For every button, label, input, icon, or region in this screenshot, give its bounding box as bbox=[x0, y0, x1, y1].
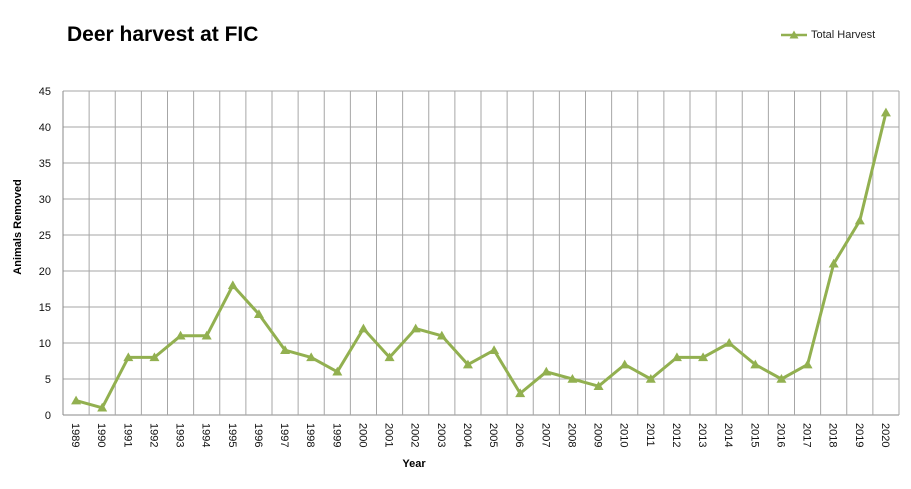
data-point bbox=[671, 352, 682, 362]
legend-marker-icon bbox=[781, 30, 807, 39]
x-tick-label: 2017 bbox=[801, 423, 813, 447]
x-tick-label: 1995 bbox=[226, 423, 238, 447]
x-tick-label: 2015 bbox=[748, 423, 760, 447]
data-point bbox=[880, 107, 891, 117]
data-point bbox=[227, 280, 238, 290]
data-point bbox=[306, 352, 317, 362]
x-tick-label: 2002 bbox=[409, 423, 421, 447]
legend: Total Harvest bbox=[781, 29, 875, 41]
data-point bbox=[410, 323, 421, 333]
y-tick-label: 40 bbox=[39, 122, 51, 134]
x-tick-label: 1991 bbox=[121, 423, 133, 447]
x-tick-label: 2000 bbox=[356, 423, 368, 447]
data-point bbox=[123, 352, 134, 362]
x-tick-label: 2012 bbox=[670, 423, 682, 447]
x-tick-label: 2013 bbox=[696, 423, 708, 447]
data-point bbox=[149, 352, 160, 362]
data-point bbox=[97, 402, 108, 412]
x-tick-label: 2011 bbox=[644, 423, 656, 447]
y-tick-label: 20 bbox=[39, 266, 51, 278]
x-tick-label: 2018 bbox=[827, 423, 839, 447]
data-point bbox=[175, 330, 186, 340]
y-tick-label: 35 bbox=[39, 158, 51, 170]
data-point bbox=[489, 345, 500, 354]
series-line bbox=[74, 111, 888, 410]
y-tick-label: 25 bbox=[39, 230, 51, 242]
x-tick-label: 2003 bbox=[435, 423, 447, 447]
data-point bbox=[332, 366, 343, 376]
y-tick-label: 45 bbox=[39, 86, 51, 98]
data-point bbox=[724, 338, 735, 347]
x-tick-label: 2008 bbox=[565, 423, 577, 447]
x-tick-label: 2005 bbox=[487, 423, 499, 447]
x-tick-label: 2006 bbox=[513, 423, 525, 447]
data-point bbox=[462, 359, 473, 369]
data-point bbox=[358, 323, 369, 333]
data-point bbox=[71, 395, 82, 405]
y-tick-label: 0 bbox=[45, 410, 51, 422]
x-tick-label: 1998 bbox=[304, 423, 316, 447]
data-point bbox=[776, 374, 787, 383]
x-tick-label: 2016 bbox=[774, 423, 786, 447]
x-tick-label: 2009 bbox=[592, 423, 604, 447]
chart-title: Deer harvest at FIC bbox=[67, 23, 259, 46]
x-tick-label: 2014 bbox=[722, 423, 734, 447]
data-point bbox=[253, 309, 264, 318]
x-tick-label: 1996 bbox=[252, 423, 264, 447]
data-point bbox=[854, 215, 865, 225]
data-point bbox=[750, 359, 761, 369]
x-tick-label: 2019 bbox=[853, 423, 865, 447]
x-tick-label: 1992 bbox=[147, 423, 159, 447]
data-point bbox=[436, 330, 447, 340]
x-tick-label: 1990 bbox=[95, 423, 107, 447]
legend-label: Total Harvest bbox=[811, 29, 876, 41]
data-point bbox=[619, 359, 630, 369]
data-point bbox=[567, 374, 578, 383]
y-tick-label: 5 bbox=[45, 374, 51, 386]
x-tick-label: 2001 bbox=[383, 423, 395, 447]
y-tick-label: 15 bbox=[39, 302, 51, 314]
x-tick-label: 2007 bbox=[539, 423, 551, 447]
data-point bbox=[698, 352, 709, 362]
data-point bbox=[515, 388, 526, 398]
data-point bbox=[593, 381, 604, 390]
x-tick-label: 1999 bbox=[330, 423, 342, 447]
data-point bbox=[280, 345, 291, 354]
data-point bbox=[384, 352, 395, 362]
data-point bbox=[828, 258, 839, 268]
x-tick-label: 1989 bbox=[69, 423, 81, 447]
x-tick-label: 1993 bbox=[174, 423, 186, 447]
data-point bbox=[645, 374, 656, 383]
x-tick-label: 2010 bbox=[618, 423, 630, 447]
data-point bbox=[201, 330, 212, 340]
data-point bbox=[802, 359, 813, 369]
x-tick-label: 2004 bbox=[461, 423, 473, 447]
x-tick-label: 1997 bbox=[278, 423, 290, 447]
x-tick-label: 2020 bbox=[879, 423, 891, 447]
y-tick-label: 30 bbox=[39, 194, 51, 206]
y-tick-label: 10 bbox=[39, 338, 51, 350]
x-tick-label: 1994 bbox=[200, 423, 212, 447]
x-axis-label: Year bbox=[402, 458, 426, 470]
data-point bbox=[541, 366, 552, 376]
